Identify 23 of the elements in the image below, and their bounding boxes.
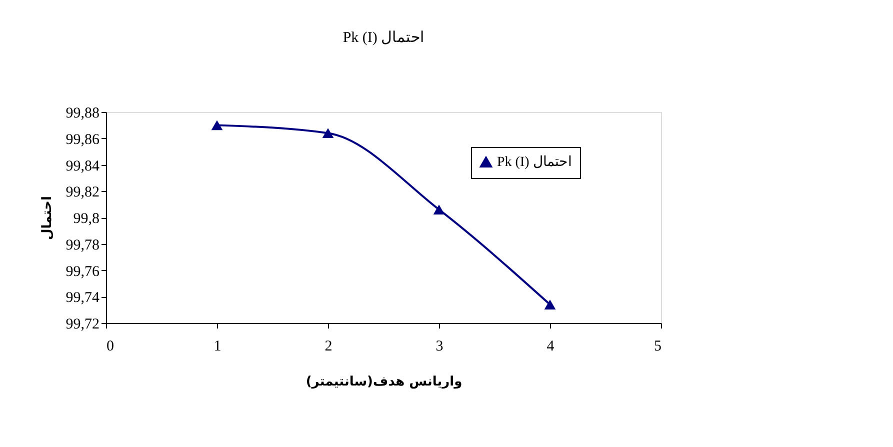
y-tick-label: 99,72	[66, 316, 100, 332]
y-axis-title: احتمال	[40, 196, 55, 240]
legend-label: Pk (I) احتمال	[497, 155, 572, 170]
y-tick-label: 99,84	[66, 158, 100, 174]
x-tick-label: 3	[436, 338, 444, 354]
y-tick-label: 99,76	[66, 264, 100, 280]
y-tick-label: 99,88	[66, 106, 100, 122]
point	[433, 204, 445, 215]
y-tick-label: 99,78	[66, 237, 100, 254]
x-tick-label: 1	[214, 338, 222, 354]
point	[544, 300, 556, 310]
x-tick-label: 2	[324, 338, 332, 354]
y-tick-label: 99,74	[66, 290, 100, 306]
chart-title: Pk (I) احتمال	[342, 30, 424, 46]
x-tick-label: 4	[546, 338, 555, 354]
point	[322, 128, 334, 138]
point	[211, 120, 223, 130]
y-tick-label: 99,86	[66, 132, 100, 148]
x-tick-label: 5	[654, 338, 662, 354]
x-tick-label: 0	[106, 338, 114, 354]
x-axis-title: واریانس هدف(سانتیمتر)	[306, 374, 462, 390]
y-tick-label: 99,8	[73, 211, 100, 227]
y-tick-label: 99,82	[66, 184, 100, 201]
